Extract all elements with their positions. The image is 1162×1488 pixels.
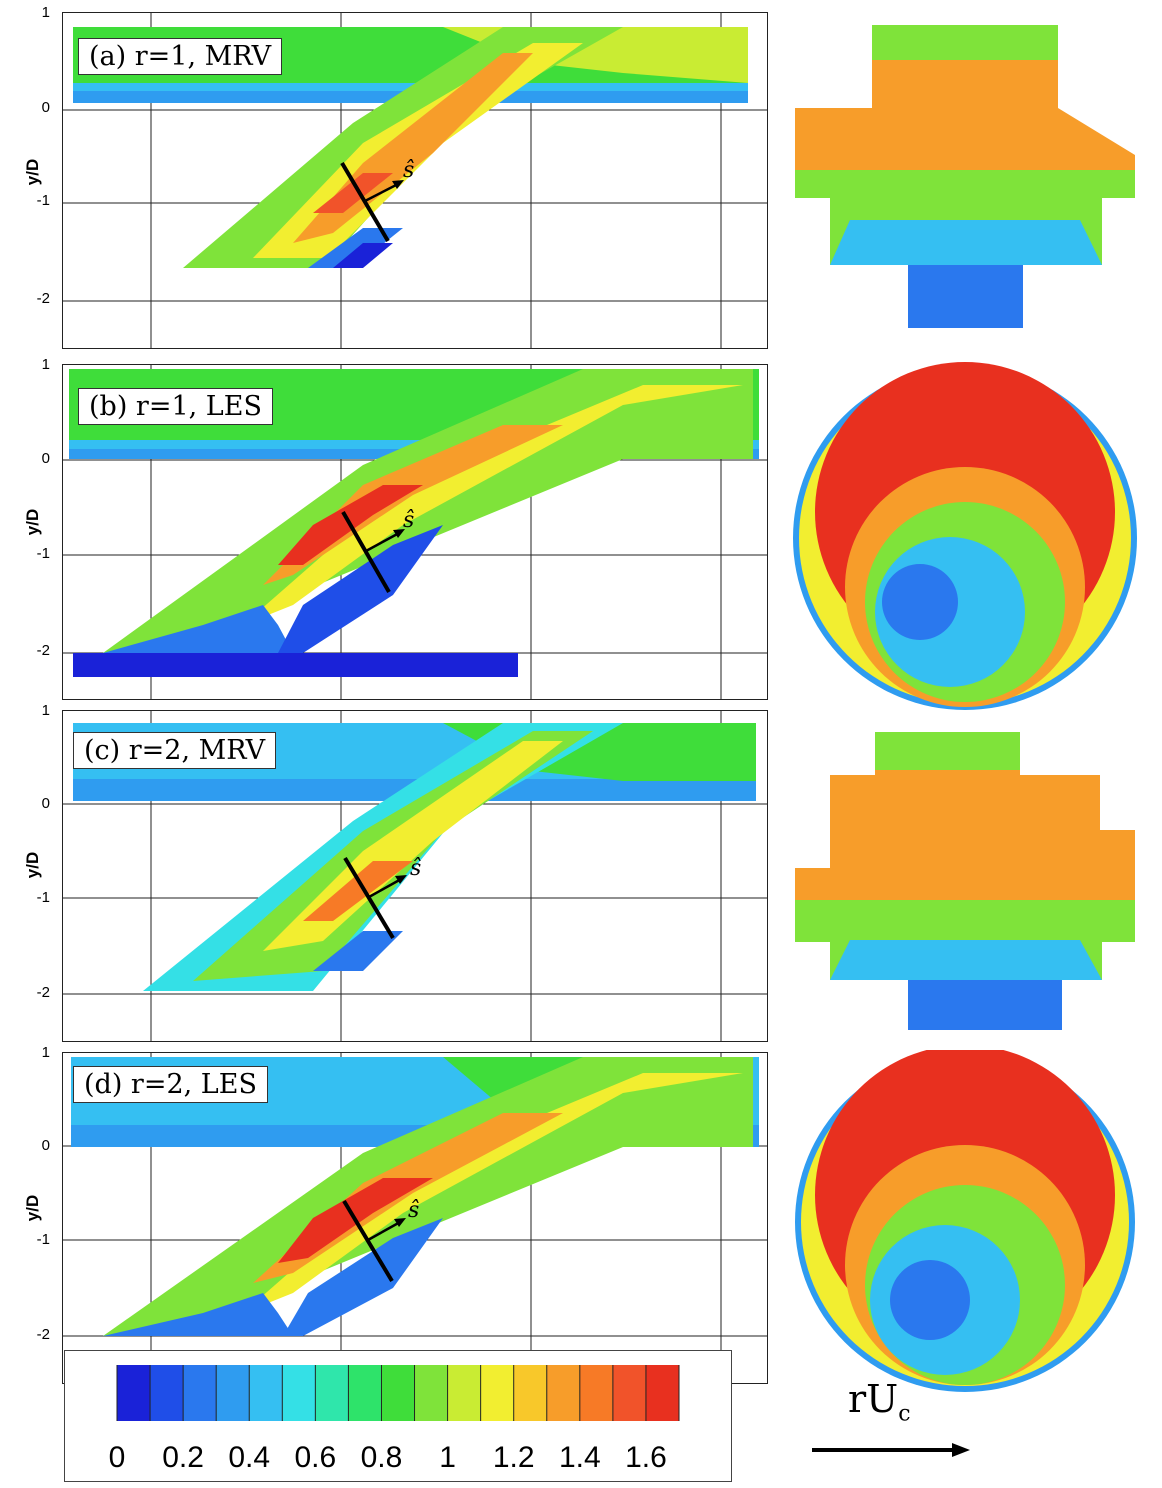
- colorbar-tick-label: 0.8: [361, 1441, 403, 1474]
- ytick-c-1: 1: [41, 702, 50, 719]
- cross-section-plot-b: [793, 362, 1137, 710]
- colorbar-swatch: [447, 1365, 482, 1421]
- s-hat-label-d: ŝ: [408, 1198, 420, 1223]
- panel-a-contour: [62, 12, 768, 349]
- ytick-c-0: 0: [41, 795, 50, 812]
- colorbar-swatch: [315, 1365, 349, 1421]
- ytick-d-m1: -1: [36, 1231, 50, 1248]
- colorbar-swatch: [414, 1365, 449, 1421]
- colorbar-swatch: [216, 1365, 250, 1421]
- colorbar-swatch: [546, 1365, 581, 1421]
- colorbar-swatch: [480, 1365, 515, 1421]
- ytick-d-0: 0: [41, 1137, 50, 1154]
- colorbar-tick-label: 0.6: [294, 1441, 336, 1474]
- colorbar-tick-label: 1.4: [559, 1441, 601, 1474]
- ytick-c-m1: -1: [36, 889, 50, 906]
- panel-a-plot: [63, 13, 767, 348]
- ytick-b-m1: -1: [36, 545, 50, 562]
- ytick-a-0: 0: [41, 99, 50, 116]
- colorbar-swatch: [612, 1365, 647, 1421]
- s-hat-label-b: ŝ: [403, 508, 415, 533]
- colorbar-swatch: [579, 1365, 614, 1421]
- colorbar-tick-label: 0: [109, 1441, 126, 1474]
- colorbar-box: 0 0.2 0.4 0.6 0.8 1 1.2 1.4 1.6: [64, 1350, 732, 1482]
- cross-section-plot-c: [795, 732, 1135, 1030]
- ytick-b-m2: -2: [36, 642, 50, 659]
- colorbar-swatch: [150, 1365, 184, 1421]
- cross-section-d: [342, 1199, 406, 1283]
- ytick-a-m1: -1: [36, 192, 50, 209]
- colorbar-swatch: [645, 1365, 680, 1421]
- colorbar-tick-label: 1: [439, 1441, 456, 1474]
- colorbar-tick-label: 0.4: [228, 1441, 270, 1474]
- panel-b-label: (b) r=1, LES: [78, 388, 273, 425]
- ytick-c-m2: -2: [36, 984, 50, 1001]
- colorbar-swatch: [183, 1365, 217, 1421]
- colorbar-swatch: [381, 1365, 416, 1421]
- colorbar-tick-label: 0.2: [162, 1441, 204, 1474]
- colorbar-swatch: [282, 1365, 316, 1421]
- cross-section-a: [340, 161, 404, 243]
- panel-a-label: (a) r=1, MRV: [78, 38, 283, 75]
- colorbar-swatch: [249, 1365, 283, 1421]
- ytick-a-m2: -2: [36, 290, 50, 307]
- cross-section-b: [341, 511, 405, 593]
- colorbar-tick-label: 1.6: [625, 1441, 667, 1474]
- s-hat-label-c: ŝ: [410, 856, 422, 881]
- ylabel-d: y/D: [23, 1194, 43, 1222]
- panel-b-contour: [62, 364, 768, 700]
- panel-d-label: (d) r=2, LES: [73, 1066, 268, 1103]
- cross-section-plot-d: [795, 1050, 1135, 1392]
- cross-section-plot-a: [795, 25, 1135, 328]
- colorbar: 0 0.2 0.4 0.6 0.8 1 1.2 1.4 1.6: [109, 1365, 680, 1474]
- ytick-d-1: 1: [41, 1044, 50, 1061]
- vector-scale-sub: c: [898, 1401, 911, 1427]
- ylabel-b: y/D: [23, 508, 43, 536]
- ytick-b-1: 1: [41, 356, 50, 373]
- s-hat-label-a: ŝ: [403, 158, 415, 183]
- colorbar-swatch: [348, 1365, 382, 1421]
- ytick-a-1: 1: [41, 4, 50, 21]
- colorbar-swatch: [117, 1365, 151, 1421]
- colorbar-tick-label: 1.2: [493, 1441, 535, 1474]
- ytick-d-m2: -2: [36, 1326, 50, 1343]
- vector-scale-arrow: [812, 1443, 970, 1457]
- panel-b-plot: [63, 365, 767, 699]
- panel-c-label: (c) r=2, MRV: [73, 732, 277, 769]
- vector-scale-label: rUc: [848, 1377, 911, 1427]
- vector-scale-main: rU: [848, 1377, 899, 1421]
- ytick-b-0: 0: [41, 450, 50, 467]
- cross-section-c: [343, 856, 407, 940]
- ylabel-c: y/D: [23, 851, 43, 879]
- colorbar-swatch: [513, 1365, 548, 1421]
- ylabel-a: y/D: [23, 158, 43, 186]
